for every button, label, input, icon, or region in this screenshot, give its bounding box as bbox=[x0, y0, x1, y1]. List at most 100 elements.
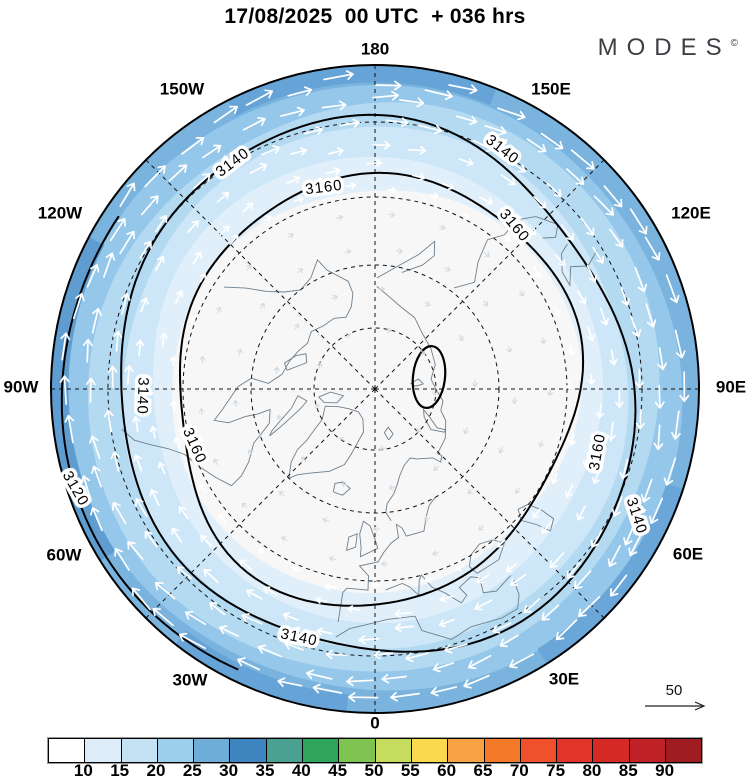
wind-arrow bbox=[609, 228, 624, 248]
wind-arrow bbox=[286, 175, 301, 184]
wind-arrow bbox=[458, 334, 464, 341]
wind-arrow bbox=[287, 86, 313, 97]
wind-arrow bbox=[533, 266, 542, 278]
wind-arrow bbox=[483, 251, 490, 257]
colorbar-tick-label: 65 bbox=[473, 761, 493, 780]
wind-arrow bbox=[444, 266, 451, 272]
wind-arrow bbox=[432, 662, 455, 673]
modes-logo: MODES© bbox=[598, 34, 738, 62]
wind-arrow bbox=[219, 225, 230, 236]
wind-arrow bbox=[593, 195, 615, 216]
wind-arrow bbox=[85, 377, 96, 403]
wind-arrow bbox=[590, 529, 603, 548]
wind-arrow bbox=[259, 302, 265, 309]
wind-arrow bbox=[155, 255, 165, 272]
colorbar-cell bbox=[374, 738, 412, 763]
wind-arrow bbox=[157, 461, 166, 475]
wind-arrow bbox=[503, 235, 511, 242]
wind-arrow bbox=[532, 508, 541, 519]
wind-arrow bbox=[175, 290, 184, 304]
coastline-path bbox=[359, 520, 379, 558]
wind-arrow bbox=[213, 105, 238, 124]
wind-arrow bbox=[178, 632, 206, 650]
height-contour-3160 bbox=[178, 171, 585, 607]
wind-arrow bbox=[247, 449, 254, 456]
wind-arrow bbox=[203, 568, 219, 584]
wind-arrow bbox=[611, 496, 623, 517]
wind-arrow bbox=[325, 649, 348, 660]
wind-arrow bbox=[378, 445, 386, 452]
wind-arrow bbox=[570, 149, 595, 170]
wind-arrow bbox=[327, 147, 344, 156]
wind-arrow bbox=[90, 507, 103, 532]
colorbar-cell bbox=[48, 738, 86, 763]
wind-arrow bbox=[303, 126, 324, 135]
wind-arrow bbox=[276, 414, 283, 422]
wind-arrow bbox=[438, 224, 446, 231]
wind-arrow bbox=[609, 349, 618, 366]
coastline-path bbox=[469, 539, 505, 574]
wind-arrow bbox=[424, 576, 434, 583]
meridian-line bbox=[145, 159, 376, 390]
wind-arrow bbox=[582, 453, 591, 467]
chart-title: 17/08/2025 00 UTC + 036 hrs bbox=[224, 5, 526, 28]
wind-arrow bbox=[372, 90, 399, 101]
wind-arrow bbox=[176, 566, 192, 580]
colorbar-cell bbox=[156, 738, 195, 763]
wind-arrow bbox=[476, 574, 490, 584]
longitude-label: 0 bbox=[370, 713, 379, 732]
wind-arrow bbox=[72, 292, 85, 320]
wind-arrow bbox=[547, 389, 553, 397]
wind-arrow bbox=[566, 561, 581, 579]
wind-arrow bbox=[184, 610, 207, 626]
wind-arrow bbox=[546, 182, 562, 197]
longitude-label: 150E bbox=[531, 79, 571, 98]
wind-arrow bbox=[394, 623, 415, 633]
wind-arrow bbox=[505, 562, 518, 573]
wind-arrow bbox=[555, 254, 566, 267]
wind-arrow bbox=[523, 597, 541, 614]
wind-arrow bbox=[277, 677, 303, 688]
wind-arrow bbox=[441, 182, 455, 191]
wind-arrow bbox=[455, 115, 478, 126]
wind-arrow bbox=[249, 162, 268, 175]
wind-arrow bbox=[366, 159, 382, 168]
wind-arrow bbox=[644, 236, 661, 261]
wind-arrow bbox=[629, 208, 648, 235]
wind-arrow bbox=[533, 195, 547, 209]
wind-arrow bbox=[518, 290, 524, 297]
wind-arrow bbox=[565, 484, 574, 498]
colorbar-tick-label: 45 bbox=[328, 761, 348, 780]
wind-arrow bbox=[565, 381, 573, 391]
wind-arrow bbox=[135, 339, 145, 357]
wind-arrow bbox=[375, 80, 402, 91]
wind-arrow bbox=[496, 539, 506, 548]
wind-arrows bbox=[59, 70, 690, 703]
wind-arrow bbox=[500, 174, 516, 186]
wind-arrow bbox=[280, 106, 305, 117]
wind-arrow bbox=[478, 525, 485, 531]
coastline-path bbox=[517, 503, 555, 532]
rim-wind-patch bbox=[51, 237, 116, 561]
coastline-path bbox=[318, 391, 345, 404]
wind-arrow bbox=[405, 652, 429, 663]
wind-arrow bbox=[418, 124, 443, 135]
wind-arrow bbox=[178, 506, 189, 520]
wind-arrow bbox=[200, 535, 213, 547]
coastline-path bbox=[383, 426, 394, 441]
wind-arrow bbox=[623, 520, 637, 546]
wind-arrow bbox=[135, 498, 148, 518]
colorbar-cell bbox=[519, 738, 558, 763]
wind-arrow bbox=[385, 117, 409, 128]
wind-arrow bbox=[341, 481, 348, 488]
wind-arrow bbox=[189, 315, 196, 325]
wind-scale-label: 50 bbox=[666, 682, 683, 699]
modes-logo-mark: © bbox=[730, 38, 738, 49]
wind-arrow bbox=[526, 138, 547, 153]
wind-arrow bbox=[192, 251, 202, 265]
wind-arrow bbox=[388, 484, 396, 491]
wind-arrow bbox=[171, 527, 183, 543]
wind-arrow bbox=[305, 669, 333, 680]
wind-arrow bbox=[242, 202, 254, 213]
